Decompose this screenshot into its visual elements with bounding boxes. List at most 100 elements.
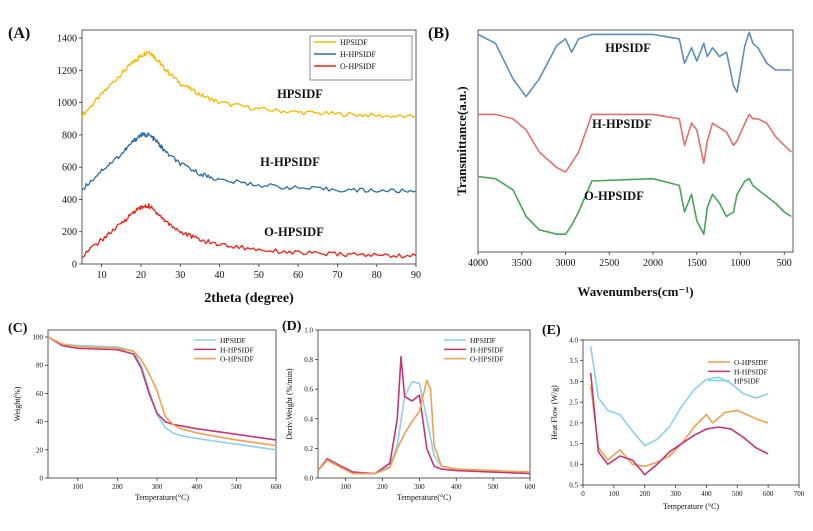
panel-e: (E) 0 100 200 300 400 500 600 700 0.5 1.0 1.5 2.0 2.5… <box>542 323 805 511</box>
x-tick-label: 100 <box>340 483 351 491</box>
x-tick-label: 3500 <box>512 258 532 269</box>
y-tick-label: 60 <box>36 390 44 398</box>
x-tick-label: 200 <box>377 483 388 491</box>
series-line-o-hpsidf <box>589 385 769 468</box>
x-tick-label: 100 <box>72 483 83 491</box>
x-tick-label: 10 <box>97 270 107 281</box>
series-line-o-hpsidf <box>81 203 417 259</box>
legend-label: HPSIDF <box>470 336 496 345</box>
x-tick-label: 700 <box>794 490 805 498</box>
x-tick-label: 500 <box>488 483 499 491</box>
series-line-h-hpsidf <box>81 132 417 194</box>
y-tick-label: 3.0 <box>569 378 578 386</box>
x-axis-label: Temperature (°C) <box>663 502 720 511</box>
legend-label: HPSIDF <box>220 336 246 345</box>
plot-frame <box>477 29 794 253</box>
plot-frame <box>47 329 277 479</box>
x-tick-label: 300 <box>414 483 425 491</box>
series-annotation: O-HPSIDF <box>264 225 324 239</box>
legend: HPSIDF H-HPSIDF O-HPSIDF <box>309 35 413 81</box>
panel-label: (A) <box>8 25 30 42</box>
x-tick-label: 500 <box>777 258 792 269</box>
series-line-h-hpsidf <box>478 113 792 173</box>
series-line-hpsidf <box>81 50 417 119</box>
x-axis-label: Temperature(°C) <box>135 493 190 502</box>
plot-frame <box>582 339 800 486</box>
y-tick-label: 1.5 <box>569 440 578 448</box>
plot-frame <box>81 29 417 265</box>
y-tick-label: 20 <box>36 446 44 454</box>
panel-c: (C) 100 200 300 400 500 600 0 20 40 60 80 100 Tempera… <box>8 321 282 502</box>
x-tick-label: 400 <box>191 483 202 491</box>
x-tick-label: 300 <box>670 490 681 498</box>
panel-b: (B) 4000 3500 3000 2500 2000 1500 1000 500 Wavenu… <box>428 25 794 299</box>
legend-label: HPSIDF <box>734 377 760 386</box>
x-tick-label: 70 <box>332 270 342 281</box>
series-annotation: HPSIDF <box>605 41 651 55</box>
series-annotation: HPSIDF <box>277 87 323 101</box>
series-annotation: H-HPSIDF <box>260 155 320 169</box>
y-tick-label: 3.5 <box>569 357 578 365</box>
y-tick-label: 80 <box>36 362 44 370</box>
x-tick-label: 40 <box>215 270 225 281</box>
y-axis-label: Heat Flow (W/g) <box>550 385 559 440</box>
x-tick-label: 500 <box>732 490 743 498</box>
series-line-h-hpsidf <box>589 373 769 476</box>
panel-label: (E) <box>542 323 561 338</box>
y-tick-label: 1400 <box>57 34 77 45</box>
x-tick-label: 80 <box>372 270 382 281</box>
y-tick-label: 0.4 <box>304 415 313 423</box>
panel-label: (B) <box>428 25 449 42</box>
x-tick-label: 50 <box>254 270 264 281</box>
y-tick-label: 800 <box>62 130 77 141</box>
panel-label: (D) <box>282 319 302 334</box>
x-axis-label: Temperature(°C) <box>397 493 452 502</box>
y-axis-label: Transmittance(a.u.) <box>454 86 469 196</box>
y-tick-label: 1200 <box>57 66 77 77</box>
legend-label: H-HPSIDF <box>340 50 377 59</box>
x-tick-label: 100 <box>609 490 620 498</box>
legend-label: HPSIDF <box>340 38 368 47</box>
x-tick-label: 600 <box>271 483 282 491</box>
x-axis-label: Wavenumbers(cm⁻¹) <box>577 284 693 299</box>
x-tick-label: 2500 <box>599 258 619 269</box>
y-tick-label: 2.0 <box>569 419 578 427</box>
y-tick-label: 600 <box>62 163 77 174</box>
series-line-o-hpsidf <box>317 379 531 475</box>
y-tick-label: 1000 <box>57 98 77 109</box>
series-annotation: O-HPSIDF <box>584 189 644 203</box>
legend-label: O-HPSIDF <box>340 62 377 71</box>
y-tick-label: 1.0 <box>304 326 313 334</box>
y-axis-label: Weight(%) <box>13 386 22 421</box>
panel-label: (C) <box>8 321 28 336</box>
x-tick-label: 60 <box>293 270 303 281</box>
y-axis-label: Deriv.Weight (%/min) <box>285 368 294 440</box>
x-tick-label: 600 <box>525 483 536 491</box>
series-line-o-hpsidf <box>47 336 277 447</box>
x-tick-label: 0 <box>581 490 585 498</box>
panel-a: (A) 10 20 30 40 50 60 70 80 90 0 200 400 600 800 1000 12… <box>8 25 421 306</box>
plot-frame <box>317 329 531 479</box>
x-tick-label: 30 <box>175 270 185 281</box>
legend-label: H-HPSIDF <box>470 345 504 354</box>
series-line-h-hpsidf <box>317 355 531 475</box>
series-line-o-hpsidf <box>477 175 792 235</box>
legend-label: H-HPSIDF <box>220 345 254 354</box>
y-tick-label: 1.0 <box>569 461 578 469</box>
series-line-hpsidf <box>589 346 769 447</box>
y-tick-label: 0 <box>72 260 77 271</box>
y-tick-label: 400 <box>62 195 77 206</box>
x-tick-label: 200 <box>112 483 123 491</box>
y-tick-label: 0.0 <box>304 474 313 482</box>
y-tick-label: 100 <box>33 333 44 341</box>
y-tick-label: 4.0 <box>569 336 578 344</box>
x-tick-label: 400 <box>451 483 462 491</box>
x-tick-label: 1000 <box>731 258 751 269</box>
x-tick-label: 500 <box>231 483 242 491</box>
x-tick-label: 1500 <box>687 258 707 269</box>
y-tick-label: 0 <box>40 474 44 482</box>
